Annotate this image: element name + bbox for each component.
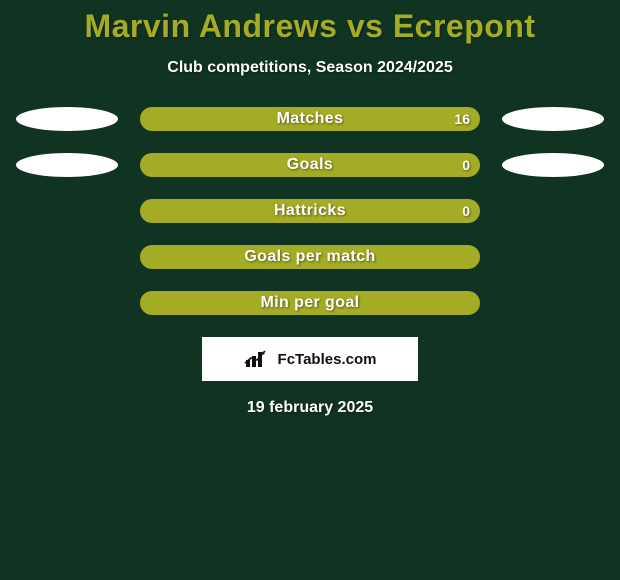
stat-row: Min per goal: [0, 291, 620, 315]
right-ellipse: [502, 153, 604, 177]
stat-bar: Hattricks 0: [140, 199, 480, 223]
stat-value: 0: [462, 203, 470, 219]
stat-label: Goals: [287, 156, 333, 174]
left-ellipse: [16, 153, 118, 177]
stat-bar: Goals 0: [140, 153, 480, 177]
stat-bar: Matches 16: [140, 107, 480, 131]
stat-value: 16: [454, 111, 470, 127]
stat-bar: Goals per match: [140, 245, 480, 269]
left-side: [12, 153, 122, 177]
stat-bar: Min per goal: [140, 291, 480, 315]
stat-value: 0: [462, 157, 470, 173]
right-side: [498, 153, 608, 177]
date-text: 19 february 2025: [0, 399, 620, 417]
bar-chart-icon: [244, 349, 272, 369]
source-badge: FcTables.com: [202, 337, 418, 381]
left-ellipse: [16, 107, 118, 131]
stat-row: Goals per match: [0, 245, 620, 269]
stat-label: Goals per match: [244, 248, 375, 266]
stat-row: Hattricks 0: [0, 199, 620, 223]
stat-row: Matches 16: [0, 107, 620, 131]
page-title: Marvin Andrews vs Ecrepont: [0, 0, 620, 45]
right-side: [498, 107, 608, 131]
stat-label: Min per goal: [260, 294, 359, 312]
page-subtitle: Club competitions, Season 2024/2025: [0, 59, 620, 77]
stat-rows: Matches 16 Goals 0 Hattricks 0 Goals per match…: [0, 107, 620, 315]
badge-text: FcTables.com: [278, 351, 377, 368]
infographic-root: Marvin Andrews vs Ecrepont Club competit…: [0, 0, 620, 580]
stat-row: Goals 0: [0, 153, 620, 177]
stat-label: Hattricks: [274, 202, 346, 220]
stat-label: Matches: [277, 110, 344, 128]
left-side: [12, 107, 122, 131]
right-ellipse: [502, 107, 604, 131]
